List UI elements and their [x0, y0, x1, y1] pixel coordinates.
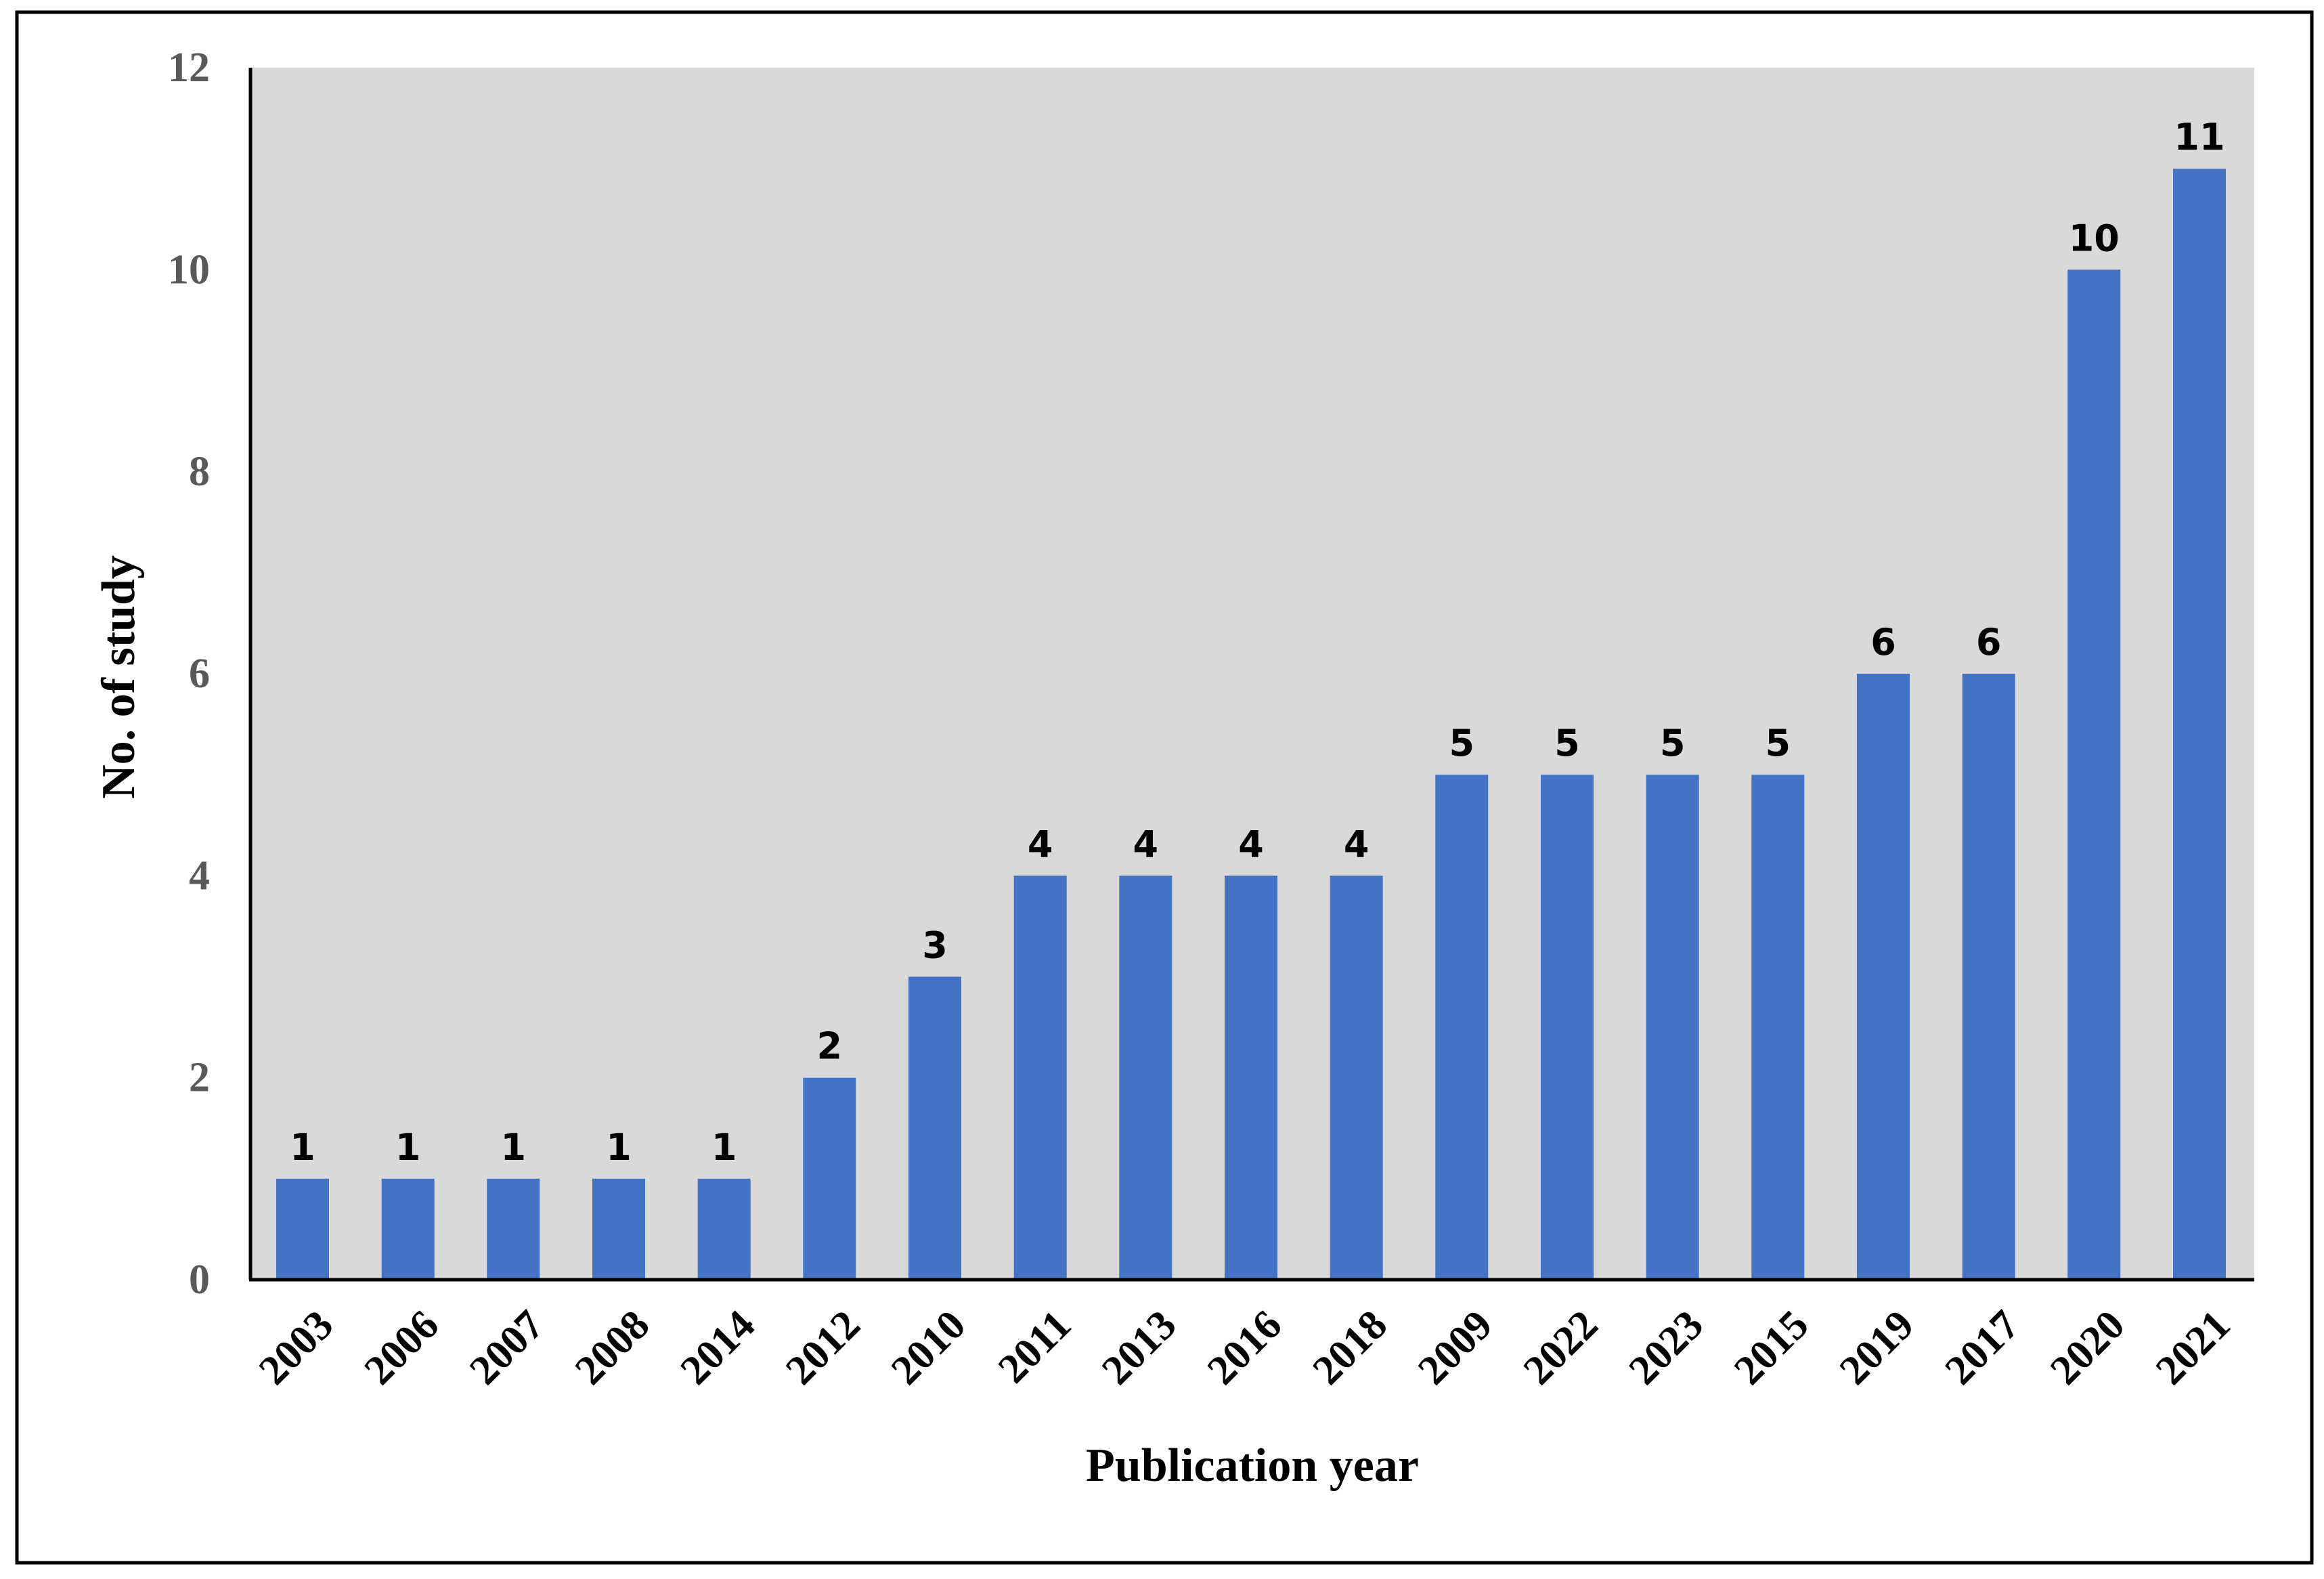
data-label-2016: 4: [1238, 823, 1264, 865]
bar-2016: [1225, 875, 1277, 1280]
bar-2012: [803, 1077, 856, 1280]
bar-2006: [381, 1178, 435, 1280]
data-label-2014: 1: [711, 1126, 737, 1169]
data-label-2003: 1: [290, 1126, 315, 1169]
data-label-2009: 5: [1449, 722, 1475, 764]
data-label-2023: 5: [1660, 722, 1686, 764]
data-label-2022: 5: [1554, 722, 1580, 764]
bar-2003: [276, 1178, 329, 1280]
y-tick-labels-group: 0 2 4 6 8 10 12: [168, 45, 210, 1303]
y-tick-label-8: 8: [189, 449, 210, 495]
bar-2008: [592, 1178, 645, 1280]
bar-2007: [487, 1178, 540, 1280]
data-label-2013: 4: [1133, 823, 1159, 865]
data-label-2007: 1: [501, 1126, 527, 1169]
y-tick-label-4: 4: [189, 852, 210, 899]
bar-2020: [2067, 269, 2121, 1280]
bar-2015: [1751, 775, 1805, 1280]
data-label-2017: 6: [1976, 621, 2002, 664]
y-tick-label-2: 2: [189, 1055, 210, 1101]
bars-group: [276, 169, 2226, 1280]
bar-2021: [2173, 169, 2226, 1280]
bar-2022: [1541, 775, 1594, 1280]
data-label-2015: 5: [1766, 722, 1791, 764]
data-label-2019: 6: [1870, 621, 1896, 664]
bar-2009: [1435, 775, 1489, 1280]
bar-2013: [1119, 875, 1172, 1280]
y-tick-label-12: 12: [168, 45, 210, 91]
data-label-2006: 1: [395, 1126, 421, 1169]
data-label-2021: 11: [2174, 116, 2224, 158]
y-axis-title: No. of study: [93, 555, 145, 799]
bar-2011: [1013, 875, 1067, 1280]
y-tick-label-0: 0: [189, 1257, 210, 1303]
bar-2018: [1330, 875, 1383, 1280]
data-label-2018: 4: [1344, 823, 1369, 865]
data-label-2011: 4: [1028, 823, 1053, 865]
bar-2023: [1646, 775, 1699, 1280]
data-label-2008: 1: [606, 1126, 632, 1169]
y-tick-label-10: 10: [168, 246, 210, 293]
y-tick-label-6: 6: [189, 651, 210, 697]
data-label-2020: 10: [2069, 217, 2120, 259]
data-label-2012: 2: [817, 1025, 843, 1068]
bar-2010: [908, 976, 961, 1280]
bar-2019: [1857, 674, 1910, 1280]
bar-2014: [697, 1178, 751, 1280]
x-axis-title: Publication year: [1086, 1440, 1419, 1492]
data-label-2010: 3: [922, 924, 948, 967]
bar-2017: [1962, 674, 2015, 1280]
